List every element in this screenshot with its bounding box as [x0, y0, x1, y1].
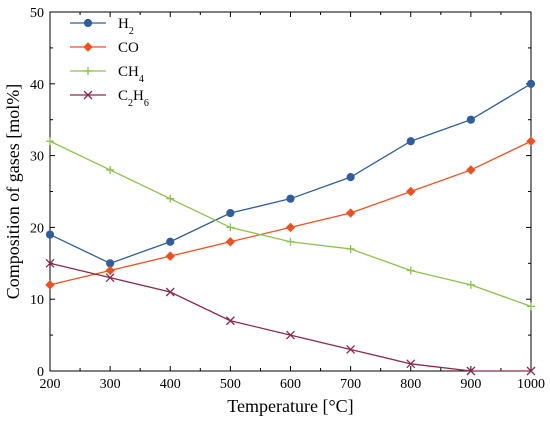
series-line — [49, 140, 532, 286]
series-h2 — [45, 79, 536, 268]
data-point — [526, 366, 536, 376]
data-point — [466, 366, 476, 376]
data-point — [527, 302, 535, 311]
data-point — [46, 137, 54, 146]
legend-label: CH4 — [118, 64, 144, 85]
y-tick-label: 40 — [30, 78, 44, 93]
legend-marker — [83, 42, 93, 52]
legend-item: H2 — [70, 16, 134, 37]
series-c2h6 — [45, 258, 536, 376]
data-point — [406, 186, 416, 197]
y-tick-label: 20 — [30, 221, 44, 236]
data-point — [286, 194, 295, 203]
legend-label: C2H6 — [118, 88, 149, 109]
series-group — [45, 79, 536, 376]
x-tick-label: 300 — [100, 377, 121, 392]
data-point — [466, 280, 475, 289]
series-co — [45, 136, 536, 290]
data-point — [526, 136, 536, 146]
data-point — [466, 115, 475, 124]
data-point — [286, 237, 295, 246]
y-axis-label: Composition of gases [mol%] — [3, 84, 23, 299]
y-tick-label: 0 — [37, 365, 44, 380]
x-tick-label: 700 — [340, 377, 361, 392]
legend-marker — [83, 18, 93, 28]
data-point — [226, 208, 235, 218]
data-point — [345, 208, 356, 218]
legend-marker — [84, 67, 92, 75]
x-axis-label: Temperature [°C] — [227, 396, 353, 416]
data-point — [106, 165, 115, 174]
data-point — [45, 230, 55, 239]
data-point — [166, 194, 175, 203]
data-point — [225, 237, 236, 247]
data-point — [526, 79, 536, 88]
x-tick-label: 800 — [400, 377, 421, 392]
legend-label: H2 — [118, 16, 134, 37]
data-point — [406, 266, 415, 275]
legend-item: CH4 — [70, 64, 144, 85]
y-tick-label: 10 — [30, 293, 44, 308]
x-tick-label: 400 — [160, 377, 181, 392]
axes: 200 300 400 500 600 700 800 900 1000 0 10 20 30 40 50 — [30, 6, 545, 392]
data-point — [466, 165, 476, 175]
data-point — [346, 345, 356, 354]
legend-label: CO — [118, 40, 139, 56]
data-point — [165, 251, 175, 261]
data-point — [105, 273, 115, 283]
x-tick-label: 200 — [40, 377, 61, 392]
data-point — [286, 330, 295, 340]
data-point — [406, 359, 416, 369]
y-tick-label: 30 — [30, 150, 44, 165]
data-point — [226, 223, 235, 232]
data-point — [166, 237, 175, 246]
data-point — [105, 265, 115, 276]
x-tick-label: 900 — [460, 377, 481, 392]
data-point — [346, 244, 355, 253]
data-point — [165, 287, 175, 297]
series-line — [49, 262, 531, 372]
y-tick-label: 50 — [30, 6, 44, 21]
data-point — [285, 222, 296, 233]
data-point — [45, 258, 55, 268]
legend-marker — [83, 90, 93, 100]
data-point — [45, 280, 55, 290]
series-ch4 — [46, 137, 535, 311]
x-tick-label: 600 — [280, 377, 301, 392]
legend-item: C2H6 — [70, 88, 149, 109]
x-tick-label: 1000 — [517, 377, 545, 392]
legend-item: CO — [70, 40, 139, 56]
data-point — [406, 137, 415, 146]
data-point — [225, 316, 235, 326]
legend: H2 CO CH4 C2H6 — [70, 16, 149, 109]
x-tick-label: 500 — [220, 377, 241, 392]
series-line — [49, 83, 532, 265]
data-point — [346, 173, 355, 182]
